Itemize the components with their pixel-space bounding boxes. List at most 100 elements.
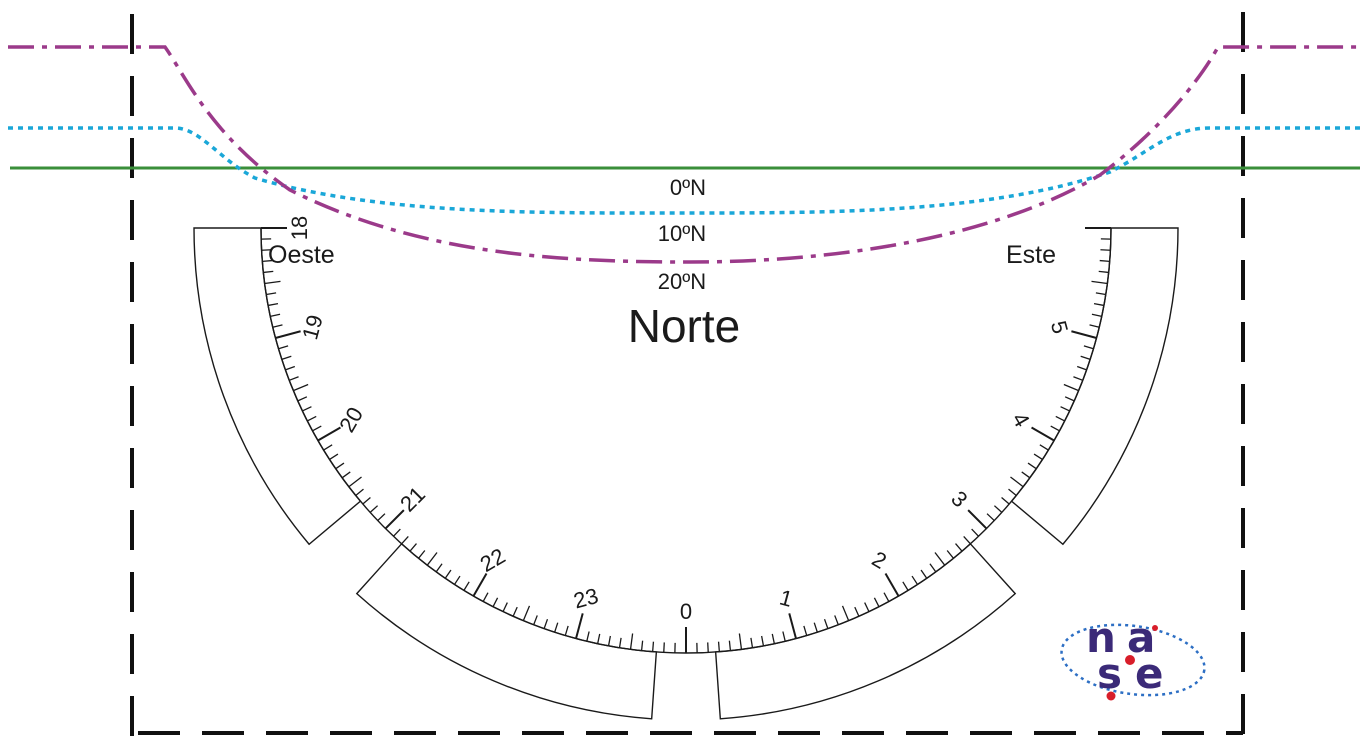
major-tick [385, 510, 403, 528]
minor-tick [1081, 356, 1091, 359]
hour-label-3: 3 [946, 486, 972, 512]
hour-label-19: 19 [297, 312, 327, 342]
minor-tick [298, 397, 307, 401]
minor-tick [1073, 377, 1082, 381]
scale-strip-4 [1012, 228, 1178, 544]
minor-tick [1034, 454, 1042, 459]
minor-tick [410, 544, 416, 552]
hour-label-0: 0 [680, 599, 692, 624]
minor-tick [279, 346, 289, 349]
minor-tick [994, 506, 1001, 513]
minor-tick [956, 544, 962, 552]
major-tick [1071, 331, 1096, 338]
minor-tick [265, 281, 281, 283]
minor-tick [555, 623, 558, 633]
minor-tick [835, 615, 839, 624]
minor-tick [855, 607, 859, 616]
hour-label-18: 18 [287, 216, 312, 240]
latitude-label-20: 20ºN [658, 269, 706, 294]
minor-tick [964, 536, 971, 543]
minor-tick [263, 271, 273, 272]
latitude-line-10 [8, 128, 1360, 213]
minor-tick [363, 498, 371, 504]
minor-tick [349, 477, 362, 487]
logo-letter-s: s [1097, 649, 1122, 698]
minor-tick [356, 489, 364, 495]
minor-tick [513, 607, 517, 616]
minor-tick [719, 642, 720, 652]
major-tick [789, 613, 796, 638]
hour-label-5: 5 [1046, 318, 1073, 336]
major-tick [576, 613, 583, 638]
east-label: Este [1006, 241, 1056, 269]
minor-tick [814, 623, 817, 633]
minor-tick [342, 472, 350, 478]
minor-tick [330, 454, 338, 459]
west-label: Oeste [268, 241, 335, 269]
minor-tick [1094, 304, 1104, 306]
scale-strip-2 [357, 544, 657, 719]
hour-label-23: 23 [571, 583, 601, 613]
minor-tick [565, 626, 568, 636]
minor-tick [1056, 416, 1065, 421]
minor-tick [493, 598, 498, 607]
minor-tick [1040, 445, 1049, 450]
minor-tick [455, 576, 460, 584]
minor-tick [324, 445, 333, 450]
minor-tick [1096, 293, 1106, 295]
minor-tick [544, 619, 547, 628]
minor-tick [783, 632, 785, 642]
hour-label-20: 20 [334, 403, 368, 437]
minor-tick [285, 367, 294, 370]
minor-tick [843, 606, 849, 621]
hour-label-4: 4 [1007, 408, 1035, 431]
minor-tick [282, 356, 292, 359]
minor-tick [1051, 426, 1060, 431]
minor-tick [642, 641, 643, 651]
minor-tick [762, 636, 764, 646]
minor-tick [1064, 385, 1079, 391]
minor-tick [884, 593, 889, 602]
minor-tick [708, 642, 709, 652]
minor-tick [598, 634, 600, 644]
minor-tick [804, 626, 807, 636]
minor-tick [393, 529, 400, 536]
minor-tick [464, 582, 469, 591]
logo-dot [1107, 692, 1116, 701]
minor-tick [1061, 407, 1070, 411]
major-tick [968, 510, 986, 528]
minor-tick [1009, 489, 1017, 495]
minor-tick [1065, 397, 1074, 401]
minor-tick [307, 416, 316, 421]
minor-tick [772, 634, 774, 644]
minor-tick [293, 385, 308, 391]
minor-tick [865, 603, 869, 612]
logo-dot [1125, 655, 1135, 665]
minor-tick [631, 634, 633, 650]
minor-tick [313, 426, 322, 431]
minor-tick [523, 606, 529, 621]
minor-tick [1100, 250, 1110, 251]
minor-tick [370, 506, 377, 513]
minor-tick [609, 636, 611, 646]
hour-label-1: 1 [777, 585, 795, 612]
minor-tick [302, 407, 311, 411]
minor-tick [262, 250, 272, 251]
cut-lines [132, 12, 1243, 736]
nase-logo: n a s e [1057, 613, 1209, 704]
logo-dot [1152, 625, 1158, 631]
minor-tick [1010, 477, 1023, 487]
minor-tick [653, 642, 654, 652]
north-title: Norte [628, 300, 740, 352]
major-tick [1032, 428, 1055, 441]
minor-tick [739, 634, 741, 650]
minor-tick [1092, 314, 1102, 316]
minor-tick [935, 552, 945, 565]
scale-strip-1 [194, 228, 360, 544]
minor-tick [825, 619, 828, 628]
minor-tick [266, 293, 276, 295]
minor-tick [921, 570, 927, 578]
minor-tick [751, 638, 753, 648]
